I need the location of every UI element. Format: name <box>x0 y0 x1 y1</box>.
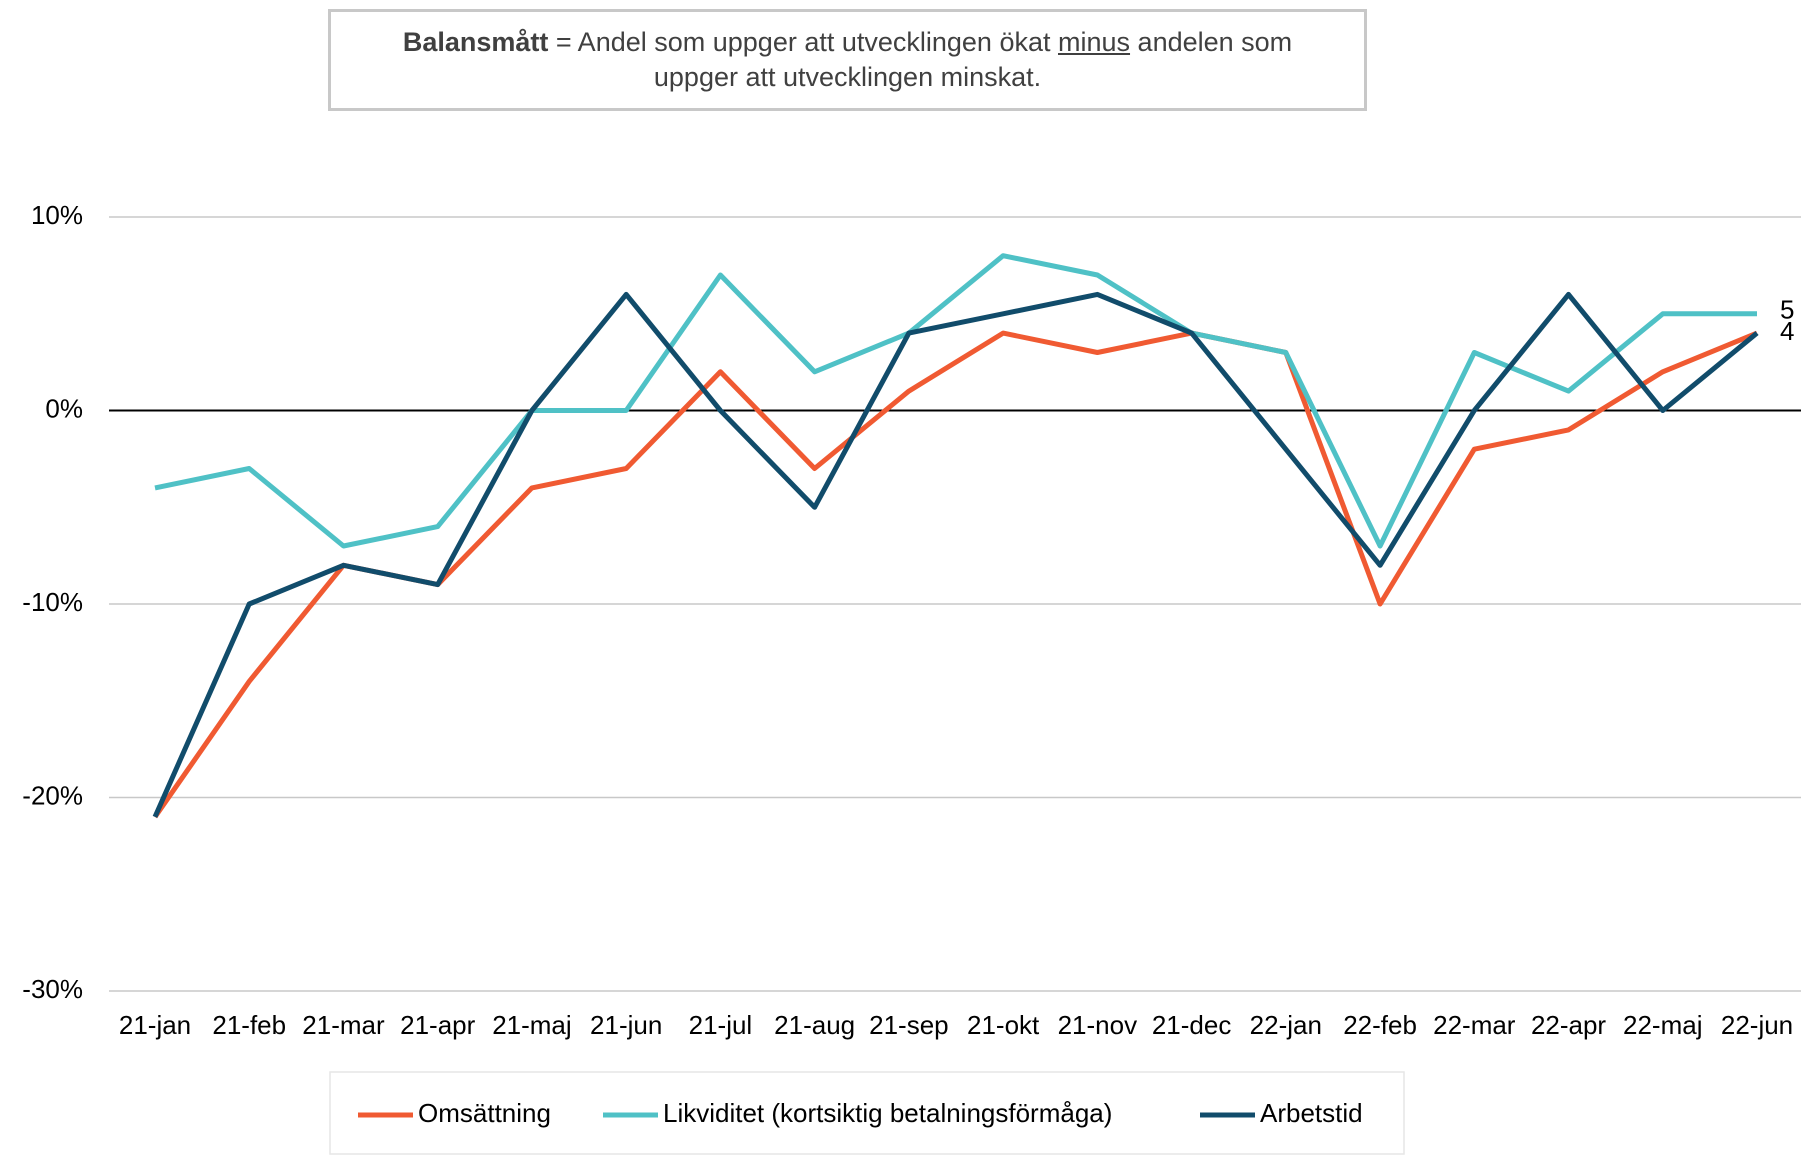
x-tick-label: 22-maj <box>1623 1010 1702 1040</box>
annotation-bold: Balansmått <box>402 26 549 57</box>
x-tick-label: 22-apr <box>1531 1010 1606 1040</box>
x-tick-label: 22-jun <box>1721 1010 1793 1040</box>
x-tick-label: 21-jul <box>689 1010 753 1040</box>
x-tick-label: 21-maj <box>492 1010 571 1040</box>
annotation-text: = Andel som uppger att utvecklingen ökat <box>555 26 1051 57</box>
x-tick-label: 21-aug <box>774 1010 855 1040</box>
legend-label: Omsättning <box>418 1098 551 1128</box>
annotation-underline: minus <box>1058 26 1131 57</box>
x-tick-label: 21-mar <box>302 1010 385 1040</box>
series-line <box>152 291 1759 818</box>
legend-label: Likviditet (kortsiktig betalningsförmåga… <box>663 1098 1112 1128</box>
x-tick-label: 22-jan <box>1250 1010 1322 1040</box>
x-tick-label: 21-dec <box>1152 1010 1232 1040</box>
y-tick-label: 0% <box>45 393 83 423</box>
x-tick-label: 21-jun <box>590 1010 662 1040</box>
annotation-box: Balansmått = Andel som uppger att utveck… <box>328 9 1367 111</box>
x-tick-label: 22-feb <box>1343 1010 1417 1040</box>
y-tick-label: -20% <box>22 780 83 810</box>
x-tick-label: 21-nov <box>1058 1010 1138 1040</box>
x-tick-label: 22-mar <box>1433 1010 1516 1040</box>
y-tick-label: -30% <box>22 974 83 1004</box>
x-tick-label: 21-jan <box>119 1010 191 1040</box>
x-tick-label: 21-sep <box>869 1010 949 1040</box>
x-tick-label: 21-feb <box>212 1010 286 1040</box>
annotation: Balansmått = Andel som uppger att utveck… <box>361 25 1334 95</box>
series-line <box>154 253 1757 549</box>
data-label: 5 <box>1780 295 1794 325</box>
annotation-text: andelen som uppger att utvecklingen mins… <box>653 26 1293 92</box>
x-tick-label: 21-apr <box>400 1010 475 1040</box>
x-tick-label: 21-okt <box>967 1010 1040 1040</box>
y-tick-label: -10% <box>22 587 83 617</box>
y-tick-label: 10% <box>31 200 83 230</box>
data-label: 4 <box>1780 316 1794 346</box>
legend-label: Arbetstid <box>1260 1098 1363 1128</box>
